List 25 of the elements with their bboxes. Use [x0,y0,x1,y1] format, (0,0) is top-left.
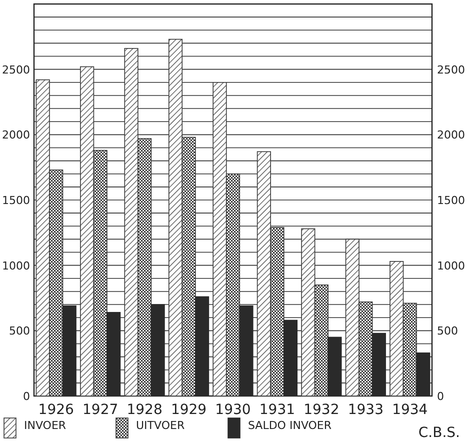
legend-label: SALDO INVOER [248,419,332,432]
x-tick-label: 1930 [215,402,251,418]
x-tick-label: 1926 [38,402,74,418]
legend-label: UITVOER [136,419,185,432]
y-tick-label: 1500 [2,194,30,207]
x-tick-label: 1933 [348,402,384,418]
x-tick-label: 1929 [170,402,207,418]
x-tick-label: 1932 [304,402,340,418]
x-tick-label: 1927 [82,402,118,418]
y2-tick-label: 2000 [437,128,465,142]
y2-tick-label: 1500 [437,194,465,207]
y-tick-label: 500 [9,324,30,338]
y-tick-label: 1000 [2,259,30,272]
text: C.B.S. [418,425,460,441]
x-tick-label: 1931 [259,402,296,418]
y2-tick-label: 0 [437,390,444,403]
x-tick-label: 1934 [392,402,428,418]
legend-label: INVOER [24,419,66,432]
y2-tick-label: 2500 [437,63,465,76]
x-tick-label: 1928 [126,402,162,418]
y-tick-label: 2000 [2,128,30,142]
y-tick-label: 0 [23,390,30,403]
y2-tick-label: 500 [437,324,458,338]
y2-tick-label: 1000 [437,259,465,272]
y-tick-label: 2500 [2,63,30,76]
